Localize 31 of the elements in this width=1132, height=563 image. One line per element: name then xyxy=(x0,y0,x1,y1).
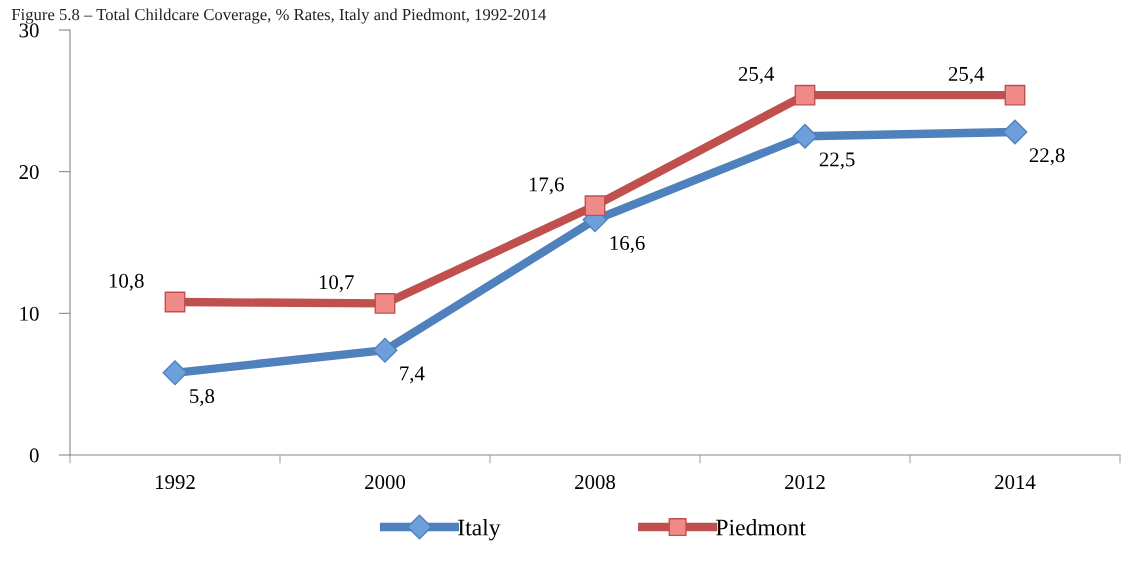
y-tick-label: 30 xyxy=(19,23,39,38)
point xyxy=(584,195,606,217)
data-label: 22,8 xyxy=(1029,148,1065,166)
data-label: 10,7 xyxy=(319,275,354,293)
point xyxy=(1004,84,1026,106)
point xyxy=(374,292,396,314)
y-tick-label: 10 xyxy=(20,306,39,321)
point xyxy=(794,84,816,106)
chart-title: Figure 5.8 – Total Childcare Coverage, % Rates, Italy and Piedmont, 1992-2014 xyxy=(11,8,547,24)
x-tick-label: 2008 xyxy=(575,475,616,490)
data-label: 25,4 xyxy=(738,66,775,84)
data-label: 7,4 xyxy=(400,366,425,384)
point xyxy=(1002,119,1028,145)
data-label: 10,8 xyxy=(109,273,144,291)
y-tick-label: 20 xyxy=(19,165,39,180)
x-tick-label: 2014 xyxy=(995,475,1036,490)
data-label: 25,4 xyxy=(948,66,985,84)
point xyxy=(162,360,188,386)
legend-label: Piedmont xyxy=(716,518,806,536)
legend-label: Italy xyxy=(458,518,501,541)
data-label: 17,6 xyxy=(529,177,564,195)
point xyxy=(372,337,398,363)
y-tick-label: 0 xyxy=(29,448,39,463)
data-label: 5,8 xyxy=(190,388,215,407)
x-tick-label: 2012 xyxy=(785,475,825,490)
data-label: 22,5 xyxy=(819,152,855,170)
data-label: 16,6 xyxy=(610,236,645,254)
x-tick-label: 1992 xyxy=(156,475,195,490)
point xyxy=(792,123,818,149)
x-tick-label: 2000 xyxy=(365,475,406,490)
point xyxy=(164,291,186,313)
